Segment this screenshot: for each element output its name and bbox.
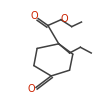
Text: O: O	[27, 84, 35, 94]
Text: O: O	[31, 11, 38, 21]
Text: O: O	[61, 14, 68, 24]
